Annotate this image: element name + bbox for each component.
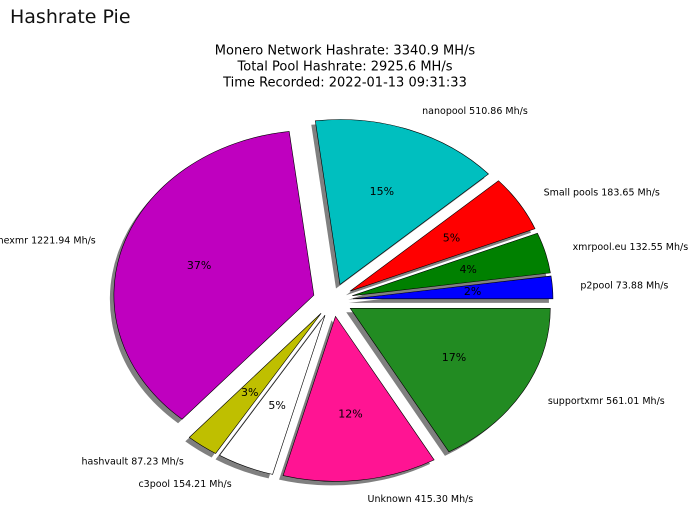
slice-label: supportxmr 561.01 Mh/s [548, 396, 665, 407]
slice-label: Small pools 183.65 Mh/s [544, 187, 660, 198]
slice-label: c3pool 154.21 Mh/s [138, 479, 231, 490]
slice-label: minexmr 1221.94 Mh/s [0, 235, 96, 246]
slice-label: xmrpool.eu 132.55 Mh/s [573, 242, 689, 253]
wedge [352, 232, 551, 296]
percent-label: 4% [459, 263, 476, 276]
wedge [352, 275, 554, 300]
slice-label: Unknown 415.30 Mh/s [368, 494, 474, 505]
chart-title: Monero Network Hashrate: 3340.9 MH/s [215, 44, 476, 59]
wedge [282, 315, 435, 482]
chart-title: Total Pool Hashrate: 2925.6 MH/s [237, 60, 453, 75]
wedge [349, 180, 536, 292]
percent-label: 3% [241, 386, 258, 399]
wedge [188, 313, 322, 454]
percent-label: 2% [464, 285, 481, 298]
chart-title: Time Recorded: 2022-01-13 09:31:33 [222, 76, 467, 91]
percent-label: 12% [338, 408, 362, 421]
wedge [113, 131, 315, 420]
page-heading: Hashrate Pie [10, 6, 131, 28]
percent-label: 37% [187, 259, 211, 272]
wedges [113, 119, 554, 482]
slice-label: p2pool 73.88 Mh/s [580, 281, 668, 292]
percent-label: 15% [370, 185, 394, 198]
percent-label: 17% [442, 351, 466, 364]
wedge [314, 119, 489, 286]
slice-label: nanopool 510.86 Mh/s [422, 106, 528, 117]
slice-label: hashvault 87.23 Mh/s [82, 456, 184, 467]
wedge [219, 314, 326, 475]
wedge [349, 308, 551, 453]
percent-label: 5% [268, 399, 285, 412]
percent-label: 5% [443, 232, 460, 245]
